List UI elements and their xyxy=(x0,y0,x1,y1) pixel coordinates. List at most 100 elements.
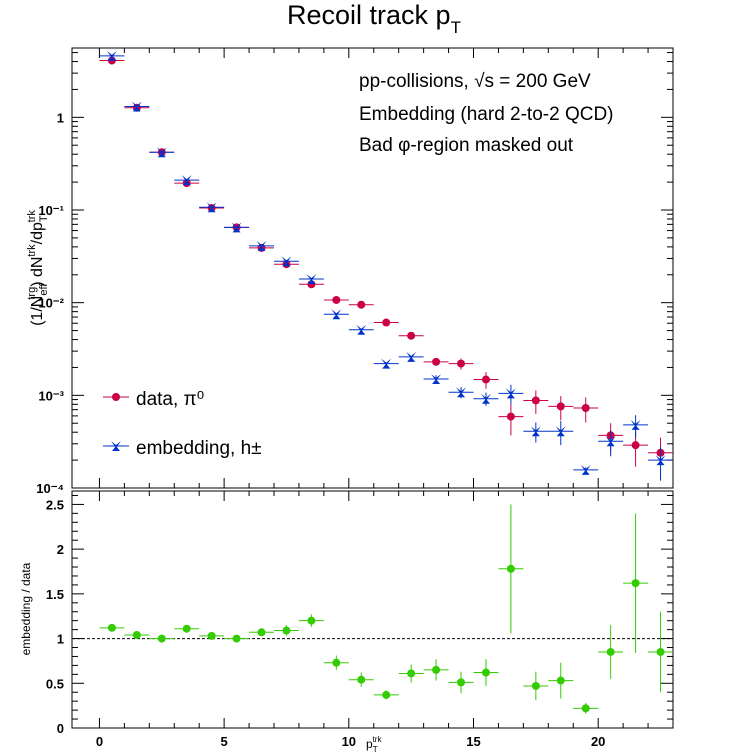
embedding-point xyxy=(348,324,374,335)
data-point xyxy=(523,390,549,414)
ratio-point xyxy=(249,628,274,637)
ratio-marker xyxy=(182,624,191,633)
ratio-marker xyxy=(606,647,615,656)
data-marker xyxy=(481,375,490,384)
top-y-tick-label: 10⁻² xyxy=(38,296,64,311)
annotation-masked: Bad φ-region masked out xyxy=(359,135,574,156)
data-marker xyxy=(407,331,416,340)
ratio-point xyxy=(273,625,299,636)
ratio-marker xyxy=(656,647,665,656)
ratio-marker xyxy=(407,669,416,678)
x-axis-label: pTtrk xyxy=(366,735,382,754)
data-marker xyxy=(581,403,590,412)
embedding-marker xyxy=(580,464,591,475)
top-y-axis-label: (1/Nefftrg) dNtrk/dpTtrk xyxy=(26,210,50,326)
embedding-marker xyxy=(480,393,491,404)
x-tick-label: 0 xyxy=(96,734,103,749)
embedding-point xyxy=(648,446,673,481)
ratio-point xyxy=(99,623,125,632)
embedding-marker xyxy=(356,324,367,335)
embedding-marker xyxy=(605,436,616,447)
legend: data, π⁰ embedding, h± xyxy=(103,389,262,459)
ratio-marker xyxy=(232,634,241,643)
ratio-marker xyxy=(457,678,466,687)
embedding-marker xyxy=(530,426,541,437)
data-point xyxy=(573,397,599,423)
bottom-y-tick-label: 2 xyxy=(57,542,64,557)
bottom-y-tick-label: 0 xyxy=(57,721,64,736)
embedding-point xyxy=(398,351,424,362)
ratio-marker xyxy=(506,564,515,573)
embedding-point xyxy=(199,202,225,213)
top-panel-frame xyxy=(71,47,674,489)
embedding-point xyxy=(523,422,549,443)
legend-label-embedding: embedding, h± xyxy=(136,438,262,459)
data-point xyxy=(473,372,499,389)
ratio-marker xyxy=(581,704,590,713)
embedding-marker xyxy=(505,388,516,399)
top-y-tick-label: 10⁻¹ xyxy=(38,203,64,218)
x-tick-label: 5 xyxy=(221,734,228,749)
embedding-point xyxy=(423,374,449,385)
x-tick-label: 10 xyxy=(342,734,356,749)
embedding-point xyxy=(498,384,524,405)
bottom-panel-frame xyxy=(71,490,674,729)
legend-marker-embedding xyxy=(103,441,129,451)
data-marker xyxy=(457,359,466,368)
ratio-point xyxy=(473,659,499,686)
embedding-marker xyxy=(630,419,641,430)
ratio-point xyxy=(523,671,549,701)
embedding-point xyxy=(598,430,624,457)
legend-label-data: data, π⁰ xyxy=(136,389,204,410)
bottom-y-axis-label: embedding / data xyxy=(19,562,33,655)
ratio-point xyxy=(149,634,175,643)
embedding-marker xyxy=(456,387,467,398)
chart-title: Recoil track pT xyxy=(287,0,461,37)
data-point xyxy=(498,403,524,436)
annotation-collisions: pp-collisions, √s = 200 GeV xyxy=(359,71,591,92)
ratio-marker xyxy=(207,631,216,640)
embedding-point xyxy=(249,240,274,251)
embedding-marker xyxy=(555,426,566,437)
ratio-point xyxy=(598,625,624,679)
ratio-marker xyxy=(556,676,565,685)
ratio-point xyxy=(398,664,424,683)
data-marker xyxy=(332,295,341,304)
embedding-point xyxy=(323,309,349,320)
embedding-marker xyxy=(106,50,117,61)
ratio-marker xyxy=(307,616,316,625)
series-ratio-points xyxy=(99,504,673,714)
embedding-point xyxy=(548,420,574,446)
data-point xyxy=(548,396,574,421)
embedding-point xyxy=(623,415,649,438)
embedding-marker xyxy=(156,147,167,158)
top-panel-axes: 10⁻⁴ 10⁻³ 10⁻² 10⁻¹ 1 xyxy=(36,48,673,496)
ratio-marker xyxy=(481,668,490,677)
ratio-point xyxy=(423,659,449,681)
embedding-marker xyxy=(655,455,666,466)
ratio-marker xyxy=(132,630,141,639)
x-tick-label: 20 xyxy=(591,734,605,749)
ratio-point xyxy=(323,655,349,670)
embedding-marker xyxy=(381,358,392,369)
ratio-marker xyxy=(531,681,540,690)
embedding-point xyxy=(473,392,499,406)
data-point xyxy=(348,300,374,309)
bottom-y-tick-label: 0.5 xyxy=(46,676,64,691)
embedding-point xyxy=(174,175,200,186)
top-y-tick-label: 10⁻³ xyxy=(38,388,64,403)
bottom-y-tick-label: 2.5 xyxy=(46,497,64,512)
ratio-marker xyxy=(157,634,166,643)
embedding-point xyxy=(124,101,150,112)
ratio-point xyxy=(348,672,374,687)
legend-marker-data xyxy=(103,393,129,401)
ratio-marker xyxy=(257,628,266,637)
ratio-marker xyxy=(107,623,116,632)
embedding-marker xyxy=(406,351,417,362)
bottom-y-tick-label: 1.5 xyxy=(46,587,64,602)
embedding-marker xyxy=(306,274,317,285)
data-marker xyxy=(357,300,366,309)
ratio-marker xyxy=(282,626,291,635)
